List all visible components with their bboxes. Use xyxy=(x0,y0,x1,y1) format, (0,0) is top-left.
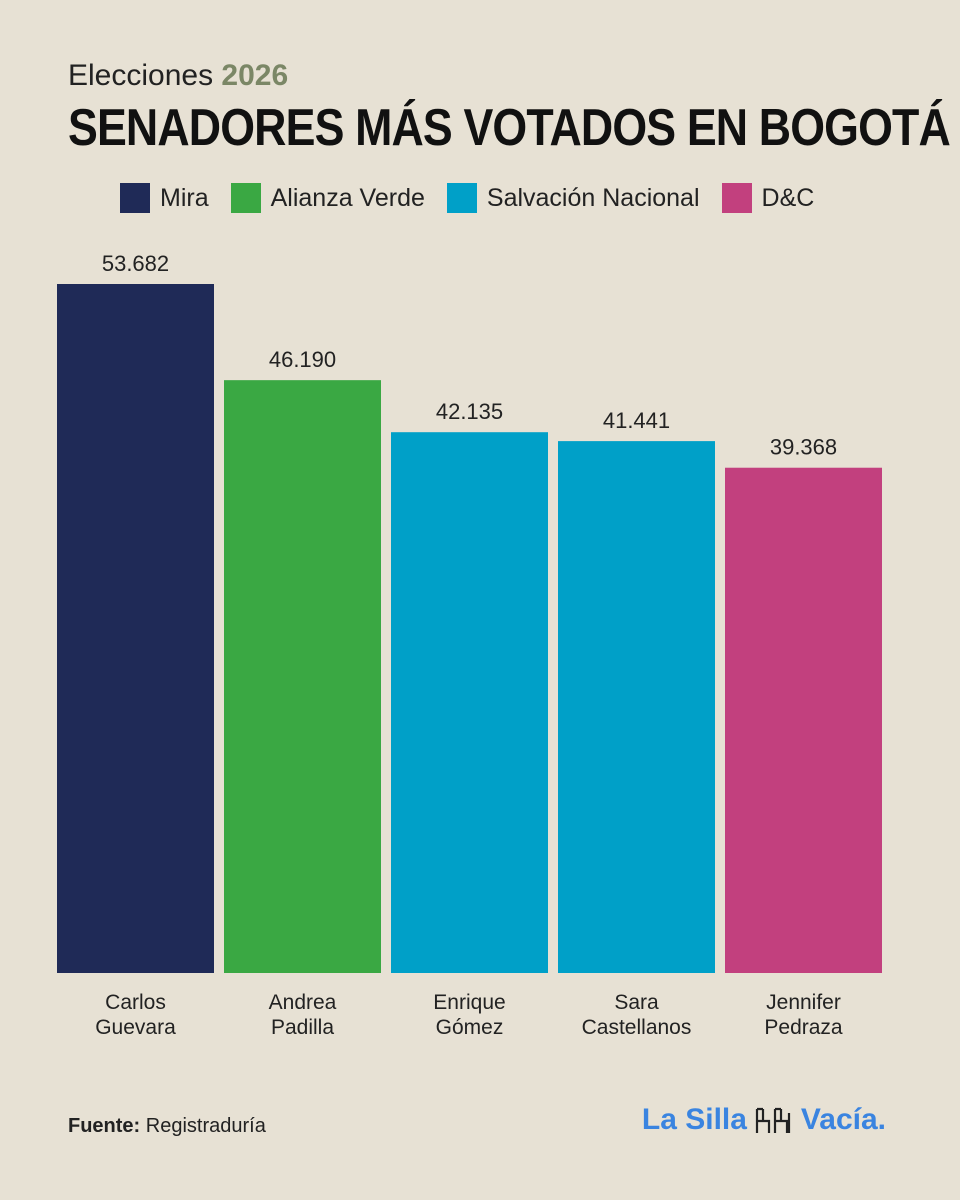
logo: La Silla Vacía. xyxy=(642,1103,886,1137)
subtitle-year: 2026 xyxy=(221,59,289,92)
subtitle: Elecciones 2026 xyxy=(68,58,960,94)
bar-4 xyxy=(558,441,715,973)
logo-text-1: La Silla xyxy=(641,1103,747,1136)
category-label-3-line-2: Gómez xyxy=(436,1016,504,1039)
legend-swatch-mira xyxy=(120,183,150,213)
source-footer: Fuente: Registraduría xyxy=(68,1115,266,1138)
category-label-2-line-2: Padilla xyxy=(271,1016,334,1039)
header: Elecciones 2026 SENADORES MÁS VOTADOS EN… xyxy=(68,58,960,156)
category-label-1-line-1: Carlos xyxy=(105,991,166,1014)
legend-label-mira: Mira xyxy=(160,183,209,212)
source-label: Fuente: xyxy=(68,1115,141,1137)
category-label-5-line-1: Jennifer xyxy=(766,991,841,1014)
category-label-4-line-1: Sara xyxy=(614,991,659,1014)
bar-value-label-1: 53.682 xyxy=(102,251,169,276)
category-label-1-line-2: Guevara xyxy=(95,1016,176,1039)
bar-2 xyxy=(224,380,381,973)
bar-value-label-2: 46.190 xyxy=(269,347,336,372)
subtitle-prefix: Elecciones xyxy=(68,59,214,92)
bar-5 xyxy=(725,467,882,973)
page-title: SENADORES MÁS VOTADOS EN BOGOTÁ xyxy=(68,99,951,157)
source-value: Registraduría xyxy=(145,1115,266,1137)
legend-swatch-dc xyxy=(721,183,752,213)
bar-1 xyxy=(57,284,214,973)
category-label-5-line-2: Pedraza xyxy=(764,1016,843,1039)
legend-item-alianza-verde: Alianza Verde xyxy=(230,183,425,213)
legend-item-salvacion-nacional: Salvación Nacional xyxy=(446,183,700,213)
legend-swatch-salvacion-nacional xyxy=(446,183,477,213)
legend: Mira Alianza Verde Salvación Nacional D&… xyxy=(120,183,836,213)
category-label-3-line-1: Enrique xyxy=(433,991,505,1014)
chairs-icon xyxy=(755,1107,791,1133)
logo-text-2: Vacía. xyxy=(800,1103,886,1136)
category-label-2-line-1: Andrea xyxy=(269,991,337,1014)
legend-label-dc: D&C xyxy=(761,183,815,212)
bar-value-label-3: 42.135 xyxy=(436,399,503,424)
legend-item-mira: Mira xyxy=(120,183,209,213)
legend-label-salvacion-nacional: Salvación Nacional xyxy=(486,183,700,212)
legend-label-alianza-verde: Alianza Verde xyxy=(270,183,425,212)
legend-item-dc: D&C xyxy=(721,183,815,213)
bar-value-label-4: 41.441 xyxy=(603,408,670,433)
bar-3 xyxy=(391,432,548,973)
category-label-4-line-2: Castellanos xyxy=(582,1016,692,1039)
bar-value-label-5: 39.368 xyxy=(770,435,837,460)
legend-swatch-alianza-verde xyxy=(230,183,261,213)
